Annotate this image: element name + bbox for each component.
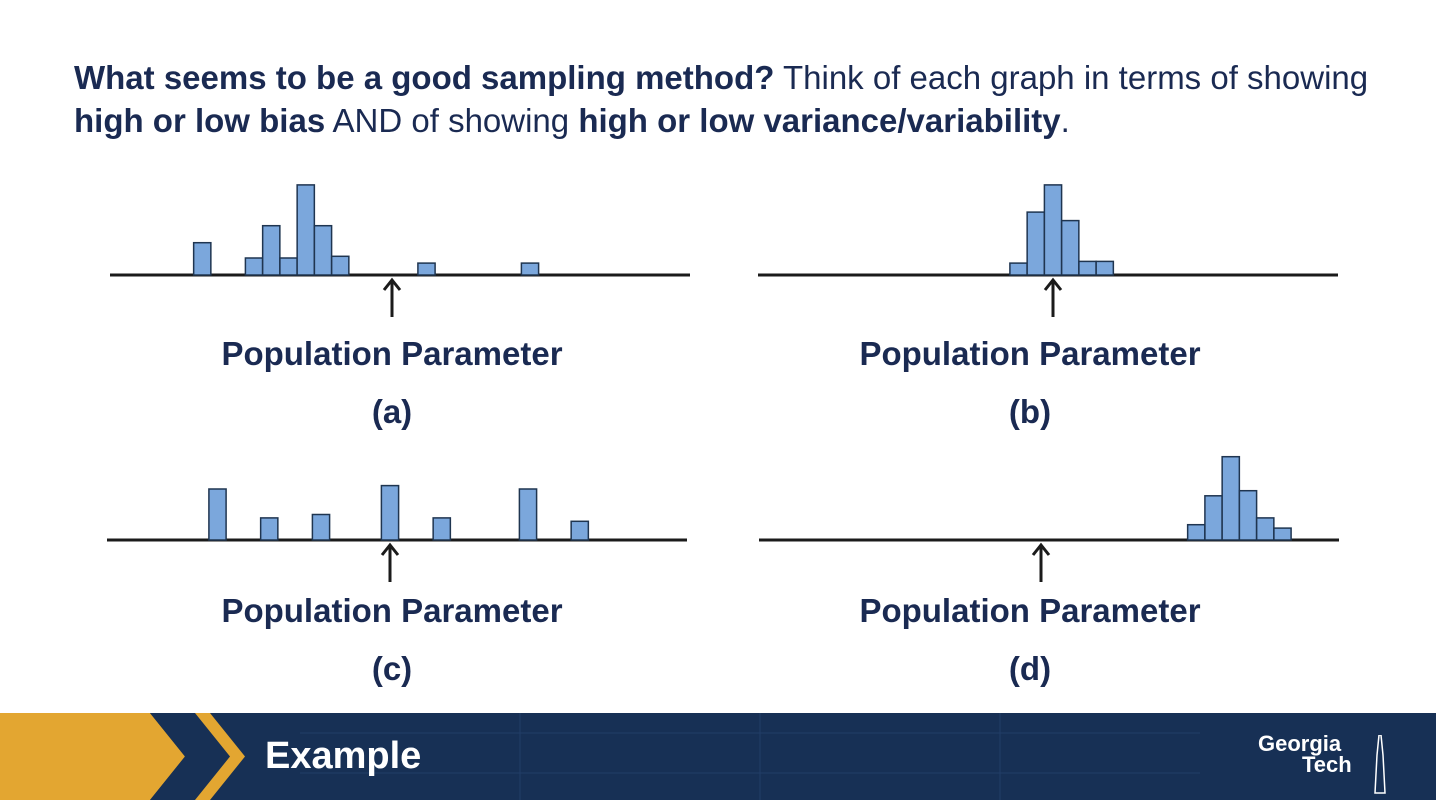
chart-b-xlabel: Population Parameter	[859, 335, 1201, 372]
parameter-arrow-icon	[1043, 277, 1063, 317]
histogram-bar	[1238, 489, 1258, 541]
parameter-arrow-icon	[382, 277, 402, 317]
chart-a-label: (a)	[371, 393, 413, 430]
chart-c-label: (c)	[371, 650, 413, 687]
histogram-bar	[1026, 211, 1046, 276]
parameter-arrow-icon	[380, 542, 400, 582]
histogram-bar	[520, 262, 540, 276]
histogram-bar	[1273, 527, 1292, 541]
logo-line1: Georgia	[1258, 731, 1342, 756]
histogram-bar	[1009, 262, 1028, 276]
banner-title: Example	[265, 735, 422, 777]
question-variance: high or low variance/variability	[578, 102, 1061, 139]
logo-line2: Tech	[1302, 752, 1352, 777]
footer-banner: Example Georgia Tech	[0, 713, 1436, 800]
histogram-bar	[279, 257, 298, 276]
question-text: What seems to be a good sampling method?…	[74, 56, 1394, 142]
question-body-1: Think of each graph in terms of showing	[774, 59, 1369, 96]
histogram-bar	[259, 517, 279, 541]
histogram-bar	[1221, 455, 1241, 541]
banner-chevrons	[0, 713, 1200, 800]
histogram-bar	[1078, 260, 1097, 276]
histogram-bar	[1060, 219, 1080, 276]
histogram-bar	[192, 241, 212, 276]
question-period: .	[1060, 102, 1070, 139]
histogram-bar	[330, 255, 350, 276]
chart-d	[759, 455, 1339, 582]
chart-a	[110, 184, 690, 317]
chart-d-label: (d)	[1008, 650, 1052, 687]
histogram-bar	[1186, 523, 1206, 541]
chart-d-xlabel: Population Parameter	[859, 592, 1201, 629]
georgia-tech-logo: Georgia Tech	[1258, 731, 1388, 777]
chart-b	[758, 184, 1338, 317]
chart-b-label: (b)	[1008, 393, 1052, 430]
histogram-bar	[311, 513, 331, 541]
question-lead: What seems to be a good sampling method?	[74, 59, 775, 96]
histogram-bar	[380, 484, 400, 541]
histogram-bar	[244, 257, 264, 276]
histogram-bar	[208, 488, 227, 541]
parameter-arrow-icon	[1031, 542, 1051, 582]
tower-icon	[1374, 735, 1386, 794]
histogram-bar	[1043, 184, 1063, 276]
histogram-bar	[1204, 495, 1223, 541]
histogram-bar	[432, 517, 452, 541]
histogram-bar	[1095, 260, 1115, 276]
chart-c	[107, 484, 687, 582]
histogram-bar	[296, 184, 316, 276]
chart-c-xlabel: Population Parameter	[221, 592, 563, 629]
question-body-2: AND of showing	[325, 102, 579, 139]
chart-a-xlabel: Population Parameter	[221, 335, 563, 372]
question-bias: high or low bias	[74, 102, 326, 139]
histogram-bar	[1255, 517, 1275, 541]
histogram-bar	[313, 224, 333, 276]
histogram-bar	[518, 488, 538, 541]
histogram-bar	[417, 262, 436, 276]
histogram-bar	[261, 224, 281, 276]
histogram-bar	[570, 520, 590, 541]
